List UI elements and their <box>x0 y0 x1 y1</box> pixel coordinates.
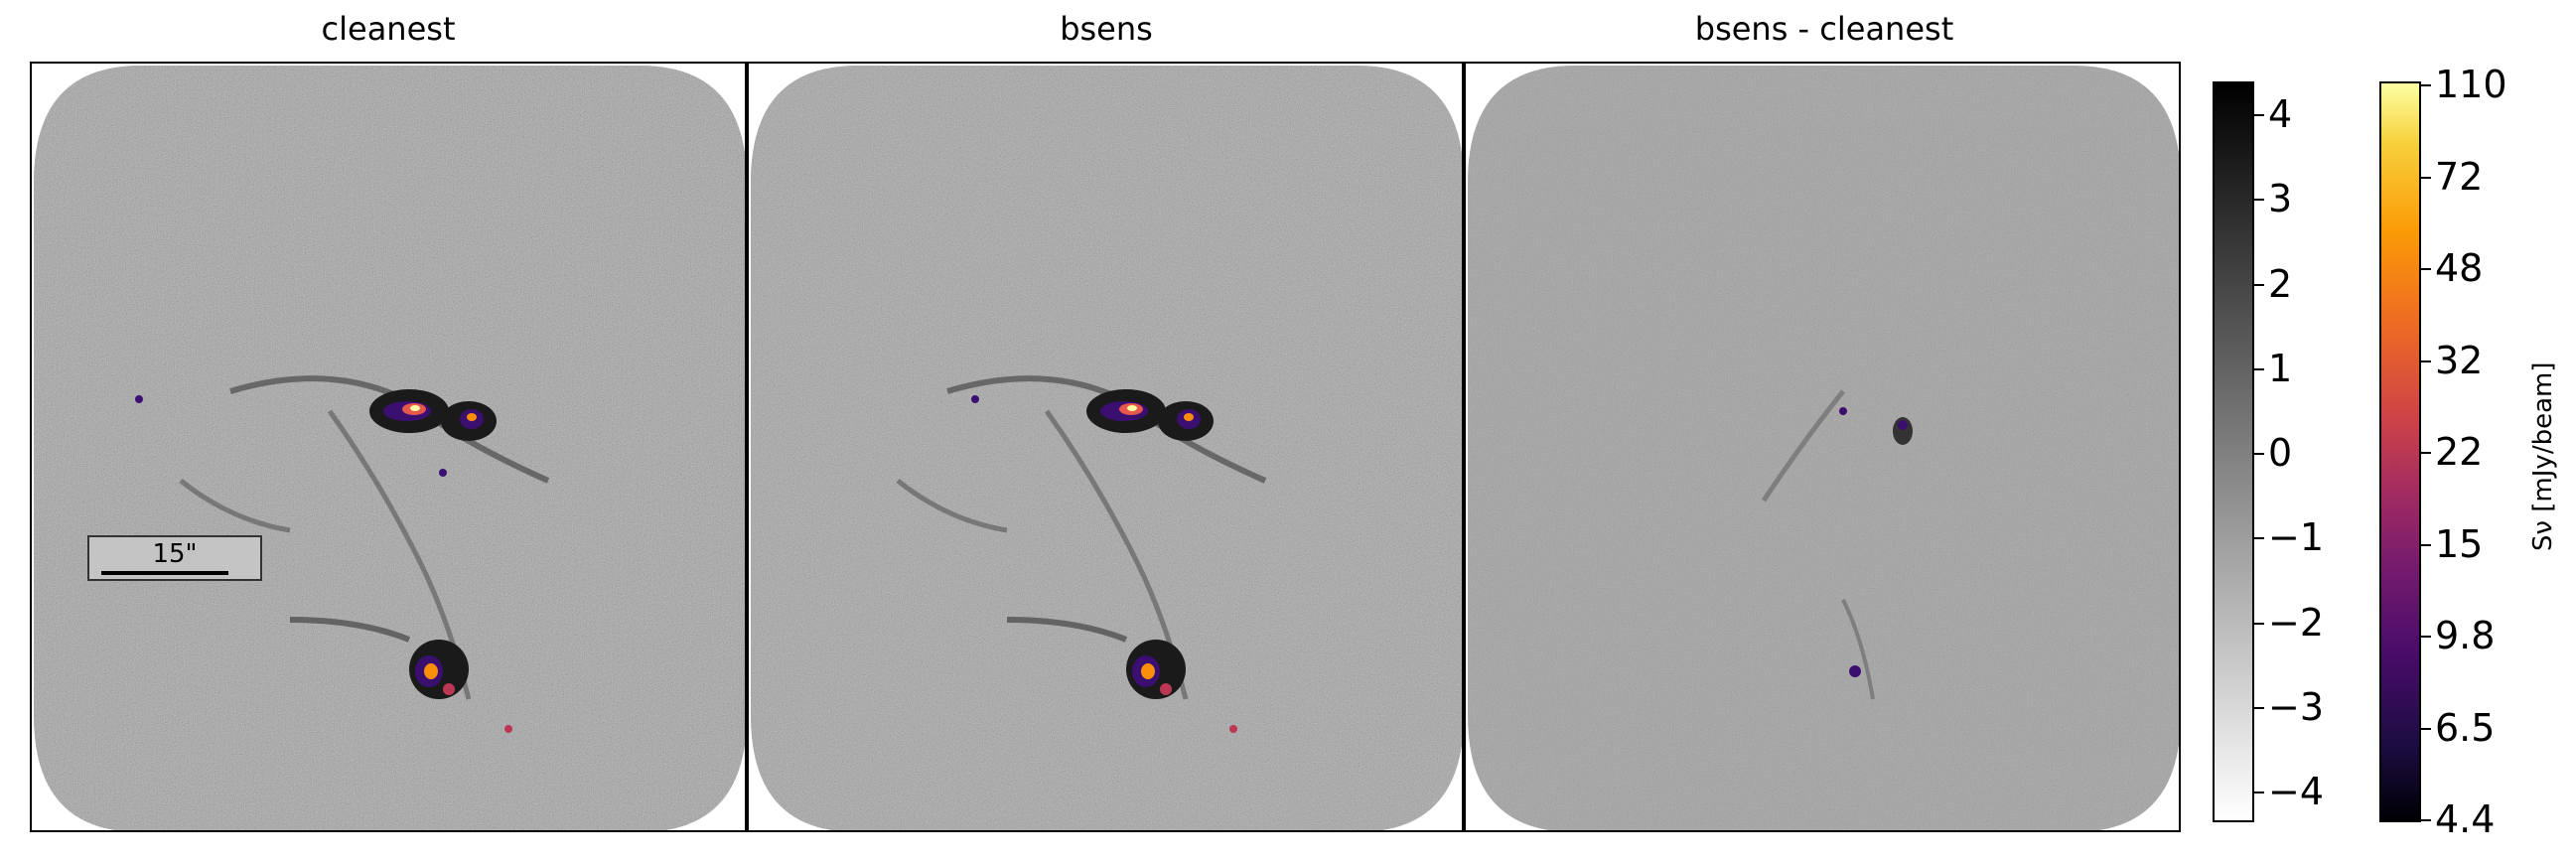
scale-bar-line <box>101 571 228 575</box>
colorbar-grayscale-tick-label: 3 <box>2268 177 2293 221</box>
colorbar-inferno-tickmark <box>2421 819 2431 821</box>
scale-bar-label: 15" <box>152 539 198 569</box>
colorbar-grayscale-tick-label: 0 <box>2268 431 2293 475</box>
colorbar-grayscale-tickmark <box>2254 706 2264 709</box>
colorbar-inferno-tick-label: 9.8 <box>2435 614 2496 657</box>
colorbar-inferno-tick-label: 22 <box>2435 430 2484 474</box>
colorbar-grayscale <box>2213 81 2254 822</box>
colorbar-grayscale-tick-label: 2 <box>2268 261 2293 306</box>
image-panel-cleanest: 15" <box>30 62 747 832</box>
colorbar-grayscale-tickmark <box>2254 283 2264 286</box>
colorbar-inferno-tickmark <box>2421 84 2431 86</box>
colorbar-inferno-tick-label: 15 <box>2435 521 2484 566</box>
colorbar-inferno-tickmark <box>2421 636 2431 638</box>
colorbar-inferno-tick-label: 32 <box>2435 338 2484 382</box>
colorbar-inferno-tick-label: 110 <box>2435 63 2507 106</box>
colorbar-inferno-tick-label: 72 <box>2435 154 2484 199</box>
colorbar-inferno-tickmark <box>2421 268 2431 270</box>
panel-title-cleanest: cleanest <box>321 10 456 48</box>
colorbar-inferno-tick-label: 48 <box>2435 246 2484 290</box>
colorbar-grayscale-tickmark <box>2254 537 2264 540</box>
colorbar-inferno-tickmark <box>2421 360 2431 362</box>
colorbar-inferno <box>2379 81 2421 822</box>
colorbar-grayscale-tick-label: −1 <box>2268 515 2325 560</box>
colorbar-inferno-tickmark <box>2421 452 2431 454</box>
colorbar-grayscale-tick-label: 4 <box>2268 92 2293 136</box>
colorbar-grayscale-tickmark <box>2254 199 2264 202</box>
panel-title-bsens: bsens <box>1060 10 1153 48</box>
colorbar-inferno-tick-label: 4.4 <box>2435 797 2496 841</box>
colorbar-grayscale-tickmark <box>2254 453 2264 455</box>
colorbar-grayscale-tickmark <box>2254 114 2264 116</box>
image-panel-difference <box>1464 62 2181 832</box>
colorbar-grayscale-tickmark <box>2254 792 2264 793</box>
panel-title-difference: bsens - cleanest <box>1694 10 1954 48</box>
colorbar-grayscale-tick-label: −4 <box>2268 770 2325 813</box>
colorbar-grayscale-tick-label: −3 <box>2268 684 2325 729</box>
colorbar-inferno-tickmark <box>2421 543 2431 546</box>
colorbar-grayscale-tick-label: 1 <box>2268 346 2293 390</box>
colorbar-grayscale-tickmark <box>2254 622 2264 625</box>
colorbar-grayscale-tickmark <box>2254 367 2264 370</box>
scale-bar: 15" <box>87 535 262 581</box>
colorbar-inferno-tickmark <box>2421 727 2431 730</box>
colorbar-inferno-tickmark <box>2421 176 2431 179</box>
colorbar-inferno-tick-label: 6.5 <box>2435 705 2496 750</box>
colorbar-grayscale-tick-label: −2 <box>2268 600 2325 645</box>
colorbar-inferno-label: Sν [mJy/beam] <box>2528 361 2558 551</box>
image-panel-bsens <box>747 62 1464 832</box>
